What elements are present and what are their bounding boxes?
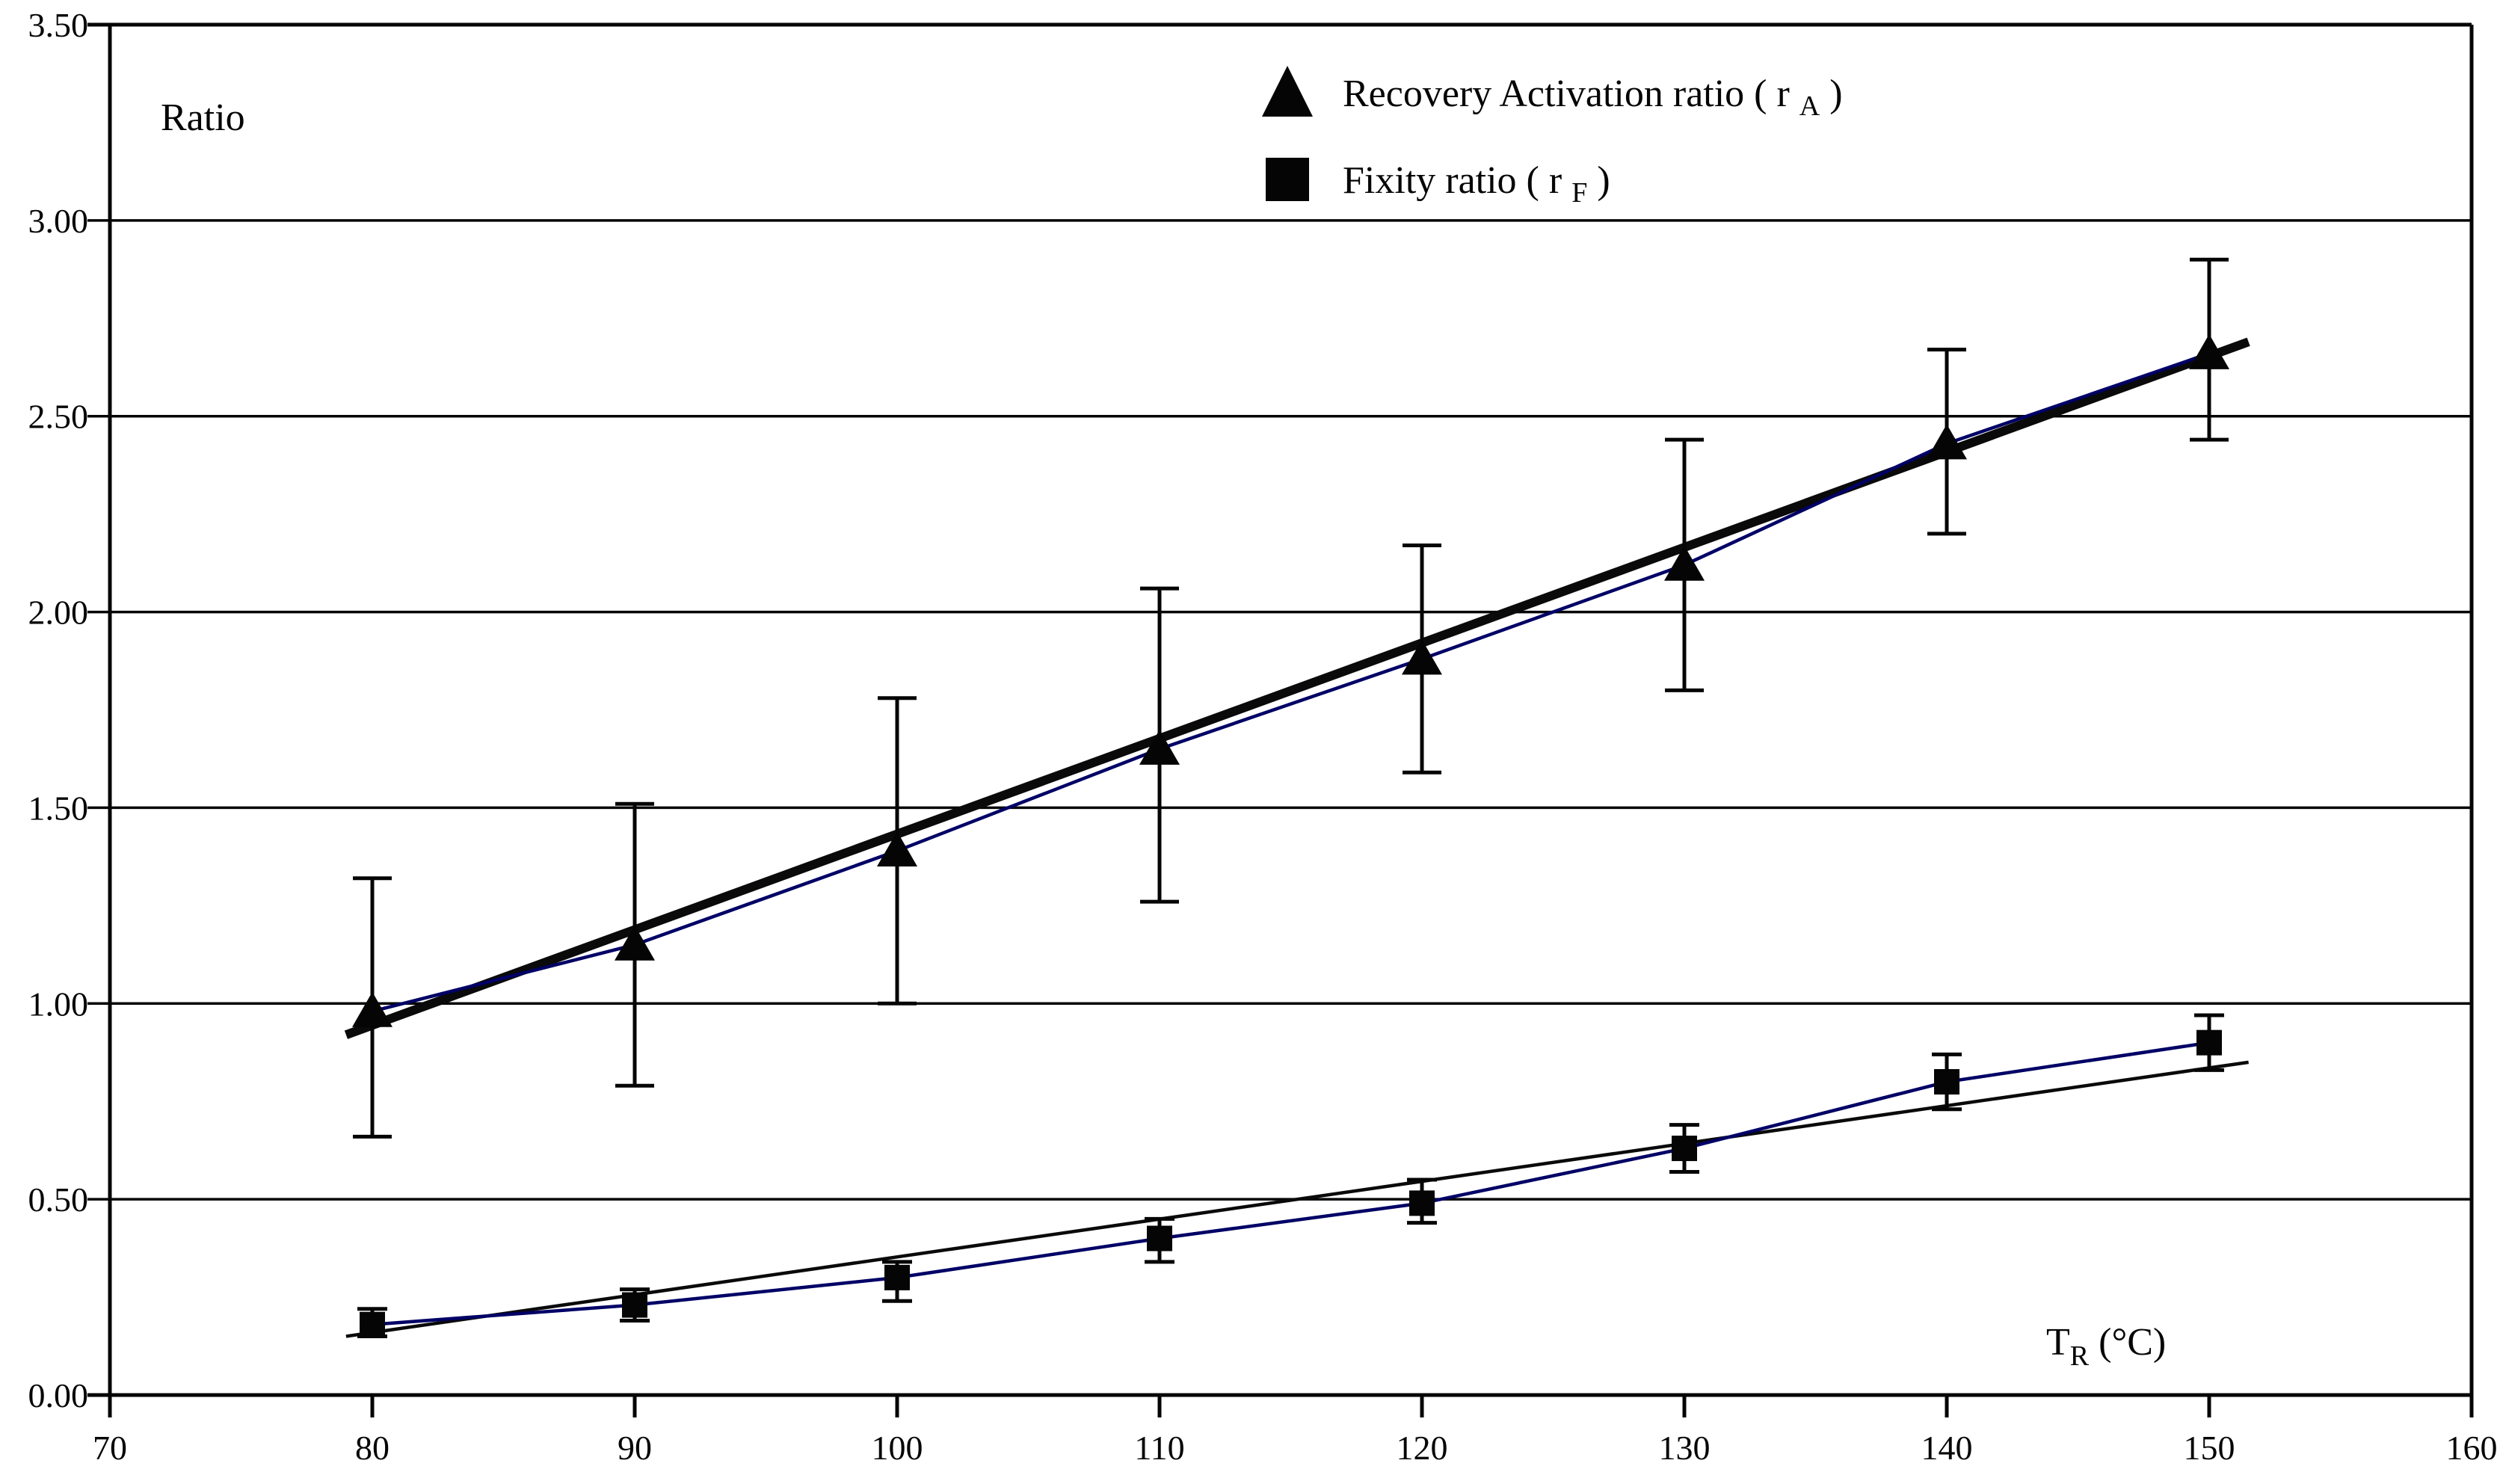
y-tick-label: 3.50 bbox=[28, 6, 89, 44]
triangle-marker bbox=[2189, 333, 2229, 369]
square-marker bbox=[884, 1264, 910, 1290]
fixity-trend-line bbox=[345, 1060, 2249, 1338]
x-tick-label: 110 bbox=[1134, 1429, 1184, 1467]
x-tick-label: 70 bbox=[93, 1429, 127, 1467]
x-tick-label: 140 bbox=[1921, 1429, 1973, 1467]
triangle-marker bbox=[352, 991, 392, 1027]
x-tick-label: 100 bbox=[872, 1429, 923, 1467]
square-marker bbox=[1147, 1225, 1172, 1251]
y-tick-label: 3.00 bbox=[28, 202, 89, 240]
x-tick-label: 150 bbox=[2184, 1429, 2235, 1467]
fixity-data-line bbox=[372, 1041, 2210, 1326]
x-axis-title: TR (°C) bbox=[2046, 1321, 2166, 1372]
x-tick-label: 90 bbox=[618, 1429, 652, 1467]
legend-label-fixity: Fixity ratio ( r F ) bbox=[1343, 159, 1610, 209]
y-tick-label: 0.00 bbox=[28, 1376, 89, 1414]
legend-label-recovery: Recovery Activation ratio ( r A ) bbox=[1343, 73, 1843, 122]
recovery-trend-line bbox=[344, 337, 2250, 1039]
square-marker bbox=[2196, 1029, 2222, 1056]
x-tick-label: 80 bbox=[355, 1429, 390, 1467]
recovery-data-line bbox=[372, 351, 2210, 1013]
square-marker bbox=[1409, 1190, 1435, 1216]
y-axis-title: Ratio bbox=[161, 96, 245, 139]
triangle-marker bbox=[1927, 424, 1967, 460]
square-icon bbox=[1266, 158, 1309, 201]
y-tick-label: 2.50 bbox=[28, 398, 89, 436]
y-tick-label: 2.00 bbox=[28, 594, 89, 632]
triangle-marker bbox=[615, 925, 655, 961]
triangle-icon bbox=[1262, 66, 1313, 117]
x-tick-label: 120 bbox=[1397, 1429, 1448, 1467]
triangle-marker bbox=[877, 831, 917, 867]
y-tick-label: 0.50 bbox=[28, 1180, 89, 1219]
triangle-marker bbox=[1402, 639, 1442, 675]
triangle-marker bbox=[1139, 729, 1180, 765]
square-marker bbox=[622, 1292, 647, 1318]
y-tick-label: 1.50 bbox=[28, 789, 89, 827]
square-marker bbox=[360, 1311, 385, 1337]
square-marker bbox=[1934, 1069, 1959, 1095]
triangle-marker bbox=[1664, 545, 1705, 581]
y-tick-label: 1.00 bbox=[28, 985, 89, 1023]
x-tick-label: 160 bbox=[2446, 1429, 2498, 1467]
x-tick-label: 130 bbox=[1659, 1429, 1711, 1467]
square-marker bbox=[1672, 1136, 1697, 1162]
